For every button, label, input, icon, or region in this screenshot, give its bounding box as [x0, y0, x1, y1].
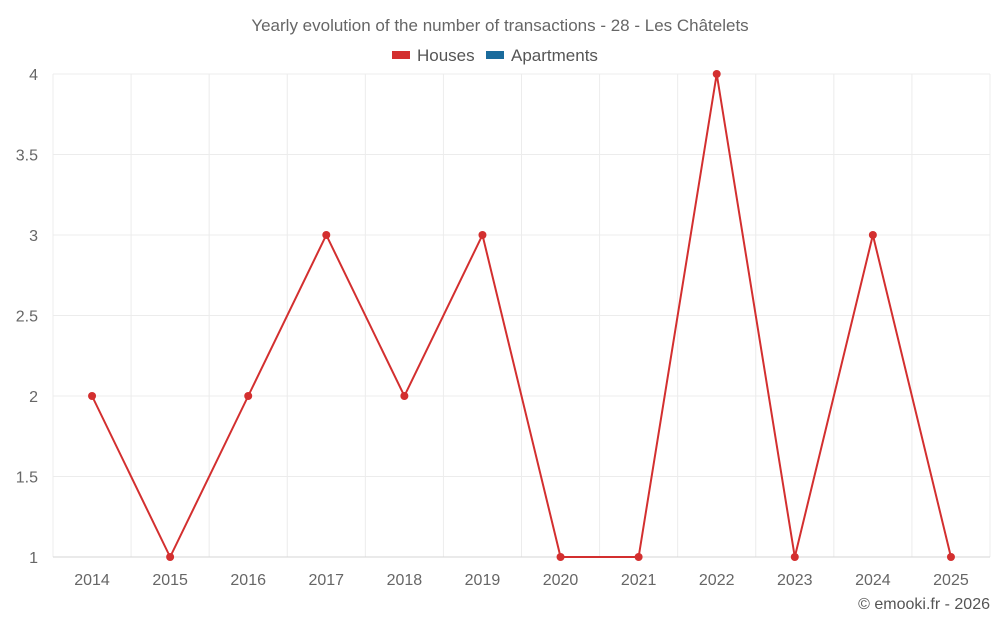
x-tick-label: 2025 [933, 572, 969, 589]
x-tick-label: 2017 [308, 572, 344, 589]
x-tick-label: 2018 [387, 572, 423, 589]
data-point[interactable] [166, 553, 174, 561]
chart-title: Yearly evolution of the number of transa… [251, 16, 748, 35]
x-tick-label: 2023 [777, 572, 813, 589]
y-tick-label: 3 [29, 228, 38, 245]
y-tick-label: 1 [29, 550, 38, 567]
data-point[interactable] [791, 553, 799, 561]
line-chart: Yearly evolution of the number of transa… [0, 0, 1000, 625]
legend: Houses Apartments [392, 46, 598, 65]
data-point[interactable] [322, 231, 330, 239]
legend-label-houses[interactable]: Houses [417, 46, 475, 65]
y-tick-label: 2.5 [16, 309, 38, 326]
data-point[interactable] [713, 70, 721, 78]
x-tick-label: 2014 [74, 572, 110, 589]
y-axis: 1 1.5 2 2.5 3 3.5 4 [16, 67, 38, 567]
y-tick-label: 3.5 [16, 148, 38, 165]
grid [53, 74, 990, 557]
x-tick-label: 2022 [699, 572, 735, 589]
y-tick-label: 1.5 [16, 470, 38, 487]
x-tick-label: 2020 [543, 572, 579, 589]
data-point[interactable] [244, 392, 252, 400]
chart: Yearly evolution of the number of transa… [0, 0, 1000, 625]
x-tick-label: 2021 [621, 572, 657, 589]
legend-label-apartments[interactable]: Apartments [511, 46, 598, 65]
data-point[interactable] [947, 553, 955, 561]
data-point[interactable] [869, 231, 877, 239]
data-point[interactable] [635, 553, 643, 561]
y-tick-label: 2 [29, 389, 38, 406]
legend-swatch-houses[interactable] [392, 51, 410, 59]
data-point[interactable] [557, 553, 565, 561]
y-tick-label: 4 [29, 67, 38, 84]
data-point[interactable] [400, 392, 408, 400]
x-tick-label: 2016 [230, 572, 266, 589]
legend-swatch-apartments[interactable] [486, 51, 504, 59]
x-axis: 2014 2015 2016 2017 2018 2019 2020 2021 2022 2023… [53, 557, 990, 589]
x-tick-label: 2015 [152, 572, 188, 589]
x-tick-label: 2024 [855, 572, 891, 589]
data-point[interactable] [88, 392, 96, 400]
x-tick-label: 2019 [465, 572, 501, 589]
data-point[interactable] [478, 231, 486, 239]
credit-text: © emooki.fr - 2026 [858, 596, 990, 613]
